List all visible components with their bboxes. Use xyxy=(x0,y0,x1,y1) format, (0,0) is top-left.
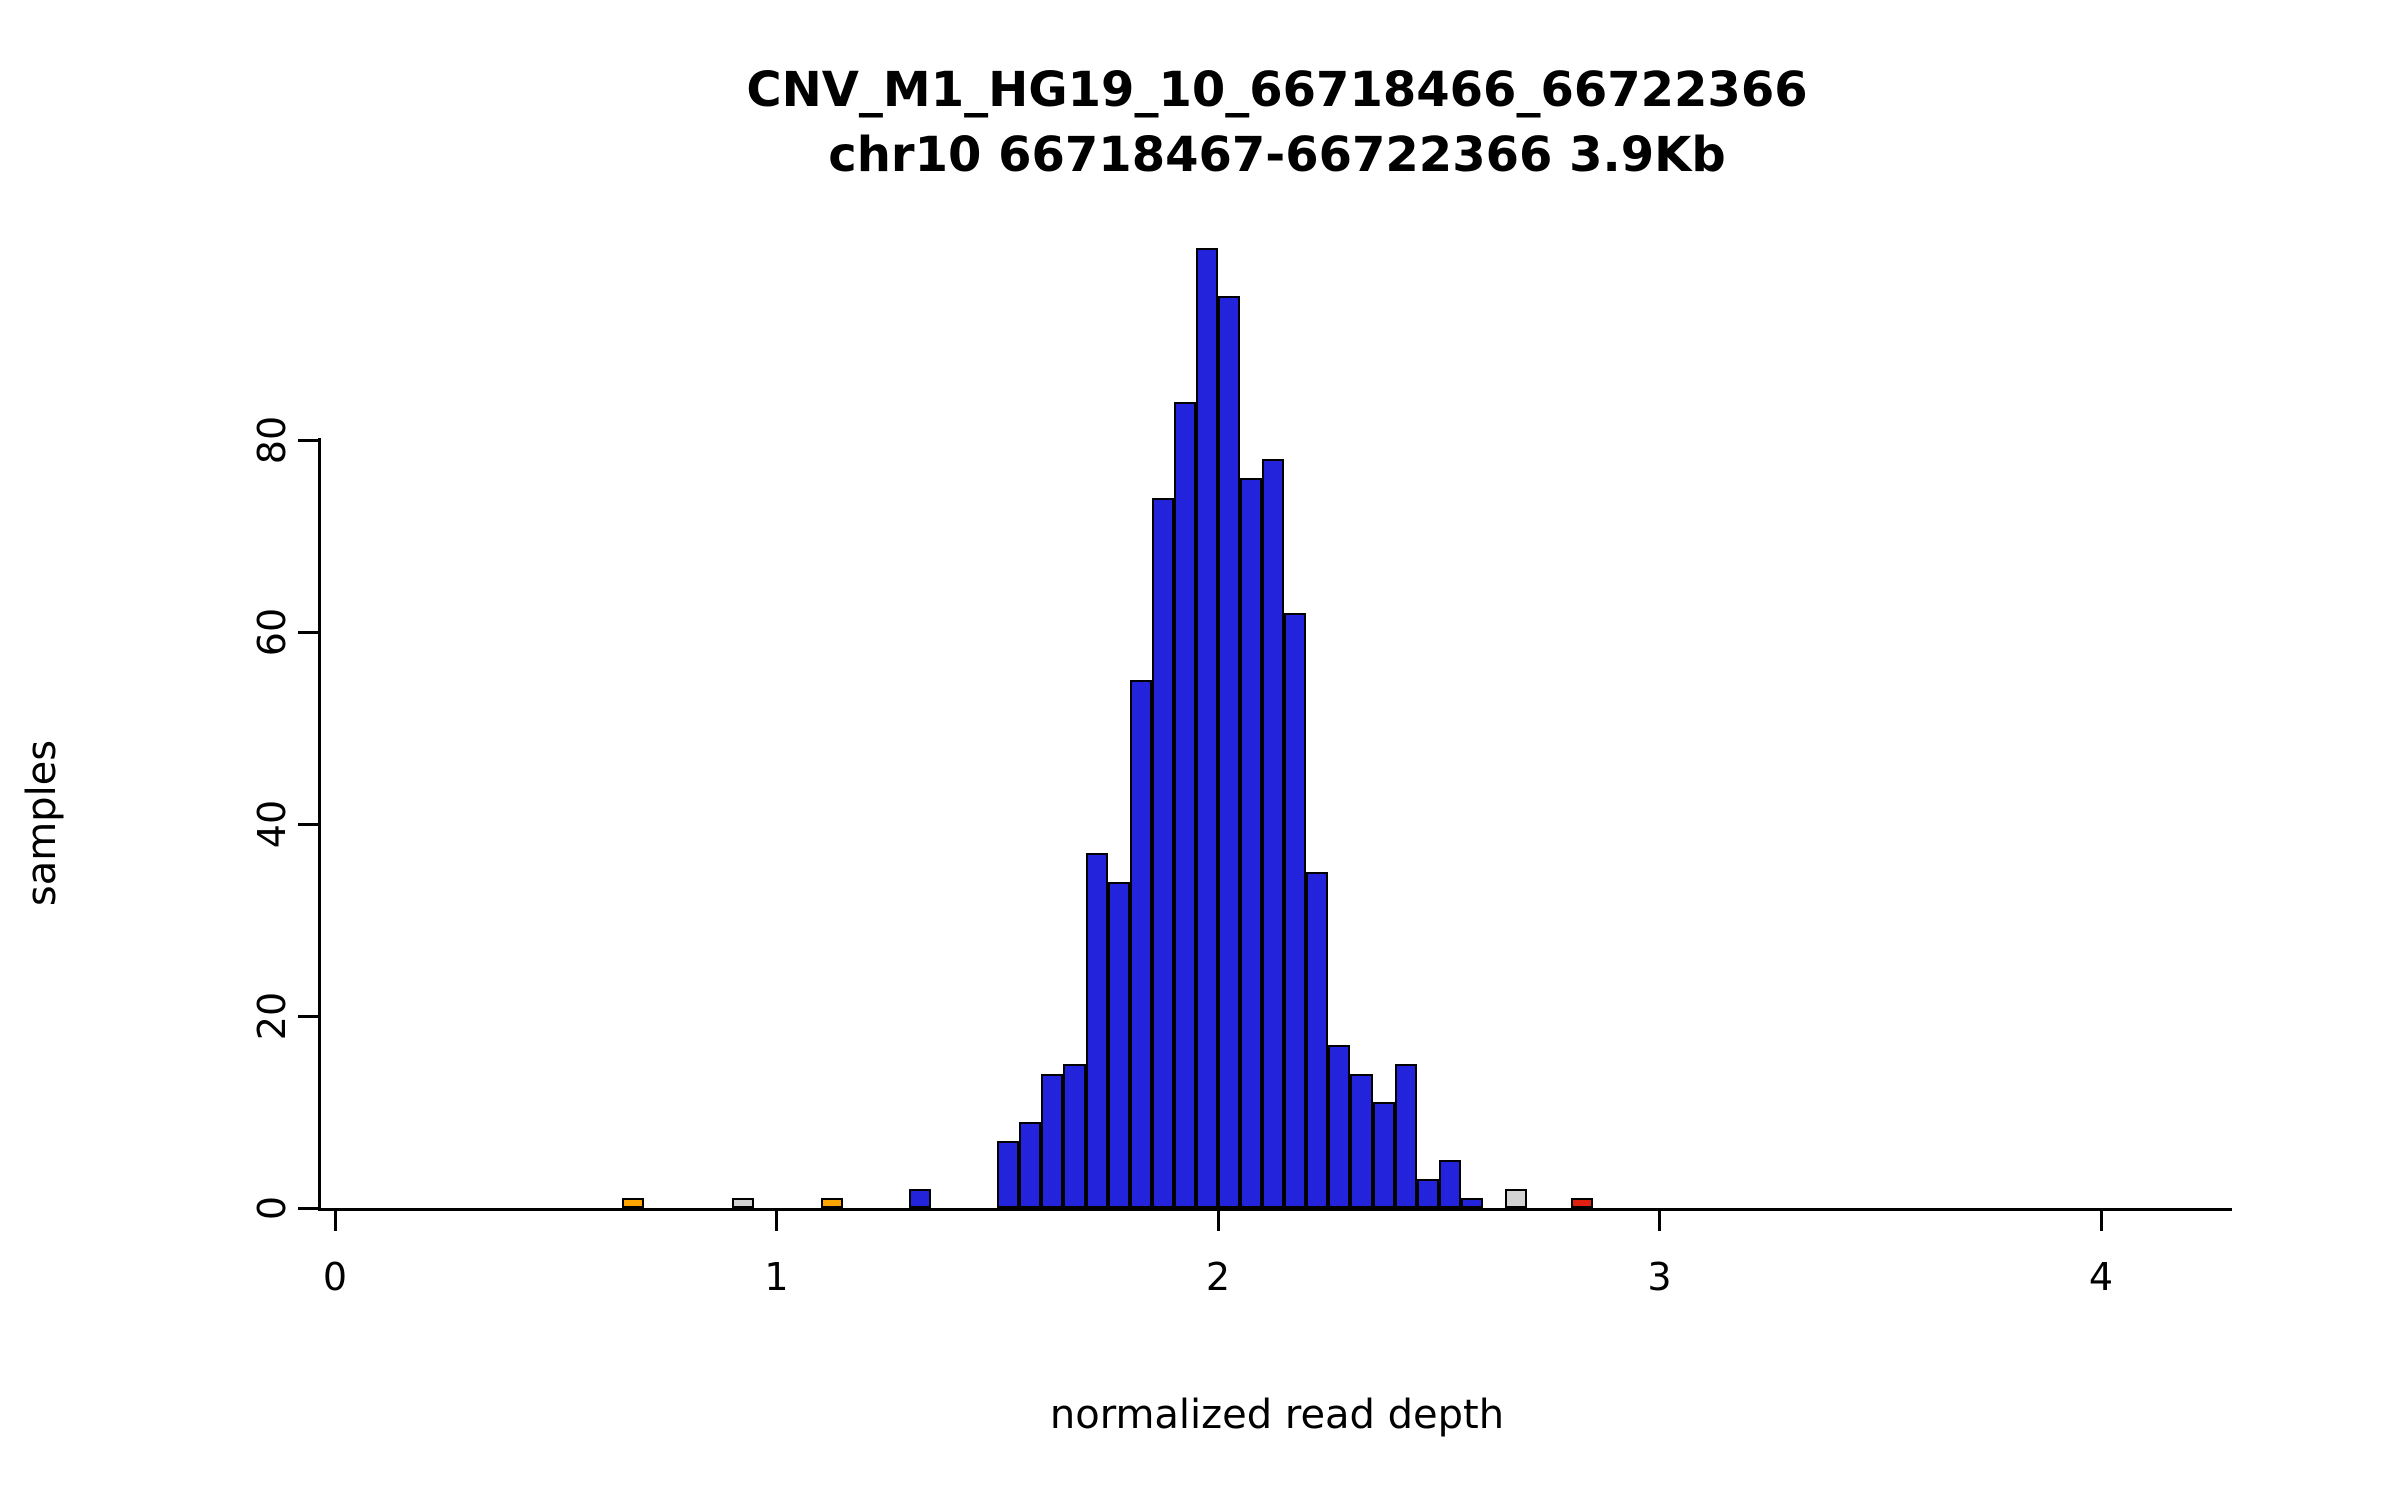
histogram-bar xyxy=(1129,680,1152,1208)
x-tick-label: 3 xyxy=(1647,1255,1672,1299)
histogram-bar xyxy=(1571,1198,1594,1208)
histogram-bar xyxy=(1460,1198,1483,1208)
x-axis-tick xyxy=(2099,1211,2103,1231)
y-tick-label: 20 xyxy=(250,991,294,1041)
histogram-bar xyxy=(1262,459,1285,1208)
histogram-bar xyxy=(1504,1188,1528,1208)
x-axis-line xyxy=(321,1208,2232,1211)
histogram-bar xyxy=(1284,612,1307,1208)
x-axis-label: normalized read depth xyxy=(1049,1392,1505,1438)
histogram-bar xyxy=(1041,1073,1064,1208)
histogram-bar xyxy=(997,1140,1020,1208)
y-tick-label: 80 xyxy=(250,415,294,465)
y-axis-tick xyxy=(298,1014,318,1018)
x-axis-tick xyxy=(1216,1211,1220,1231)
x-axis-tick xyxy=(333,1211,337,1231)
x-tick-label: 0 xyxy=(322,1255,348,1299)
histogram-bar xyxy=(1328,1044,1351,1208)
histogram-bar xyxy=(1306,872,1329,1208)
y-axis-tick xyxy=(298,1206,318,1210)
y-axis-tick xyxy=(298,822,318,826)
y-tick-label: 60 xyxy=(250,607,294,657)
x-tick-label: 1 xyxy=(764,1255,789,1299)
x-axis-tick xyxy=(1658,1211,1661,1231)
chart-subtitle: chr10 66718467-66722366 3.9Kb xyxy=(828,126,1726,183)
histogram-bar xyxy=(732,1198,755,1208)
histogram-bar xyxy=(908,1188,931,1208)
x-tick-label: 2 xyxy=(1205,1255,1231,1299)
histogram-bar xyxy=(1085,852,1108,1208)
histogram-bar xyxy=(1107,881,1130,1208)
histogram-bar xyxy=(1151,497,1174,1208)
title-block: CNV_M1_HG19_10_66718466_66722366 chr10 6… xyxy=(321,58,2233,188)
y-tick-label: 40 xyxy=(250,799,294,849)
x-axis-tick xyxy=(775,1211,778,1231)
y-axis-tick xyxy=(298,630,318,634)
histogram-bar xyxy=(1394,1064,1417,1208)
x-tick-label: 4 xyxy=(2088,1255,2114,1299)
histogram-bar xyxy=(1063,1064,1086,1208)
histogram-bar xyxy=(1438,1160,1461,1208)
histogram-bar xyxy=(1372,1102,1395,1208)
y-axis-tick xyxy=(298,438,318,442)
y-axis-line xyxy=(318,438,321,1211)
histogram-bar xyxy=(1416,1179,1439,1208)
histogram-bar xyxy=(1218,296,1241,1208)
y-axis-label: samples xyxy=(19,739,65,907)
histogram-bar xyxy=(621,1198,645,1208)
histogram-bar xyxy=(820,1198,843,1208)
y-tick-label: 0 xyxy=(250,1195,294,1221)
histogram-bar xyxy=(1173,401,1196,1208)
histogram-bar xyxy=(1350,1073,1373,1208)
histogram-bar xyxy=(1240,478,1263,1208)
histogram-bar xyxy=(1195,248,1218,1208)
histogram-bar xyxy=(1019,1121,1042,1208)
chart-title: CNV_M1_HG19_10_66718466_66722366 xyxy=(746,62,1808,118)
